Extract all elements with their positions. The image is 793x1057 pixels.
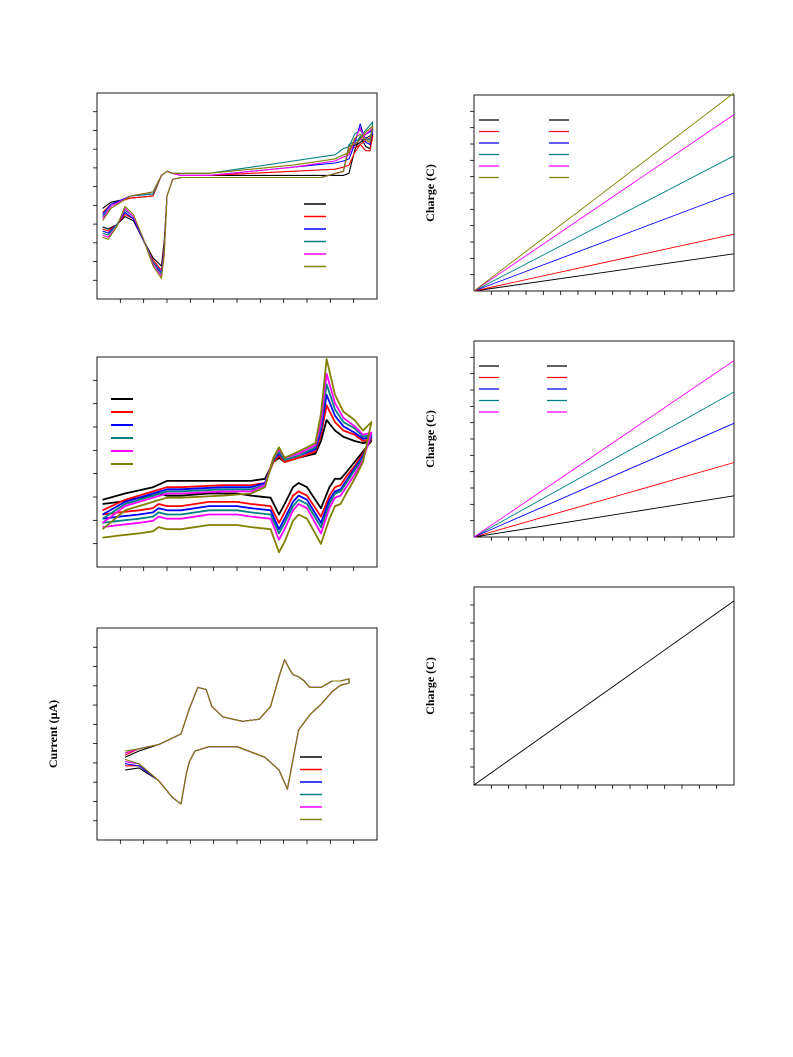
plot-frame (96, 627, 378, 841)
series-line-6 (473, 92, 735, 292)
series-line-4 (473, 155, 735, 292)
chart-panel-charge-bottom: Charge (C) (423, 586, 735, 789)
series-line-3 (473, 422, 735, 538)
plot-frame (473, 340, 735, 538)
y-axis-label: Charge (C) (423, 657, 437, 715)
series-line-2 (473, 233, 735, 292)
series-line-3 (102, 123, 374, 273)
series-line-5 (102, 127, 374, 277)
series-line-1 (473, 253, 735, 292)
series-line-5 (473, 114, 735, 292)
chart-panel-cv-bottom: Current (μA) (46, 627, 378, 844)
series-line-2 (102, 135, 374, 271)
series-line-1 (102, 419, 373, 516)
y-axis-label: Current (μA) (46, 700, 60, 768)
series-line-1 (102, 133, 374, 267)
plot-frame (96, 92, 378, 300)
series-line-4 (102, 121, 374, 275)
chart-panel-cv-top (93, 92, 378, 303)
series-line-4 (473, 391, 735, 538)
series-line-1 (473, 600, 735, 786)
chart-panel-charge-middle: Charge (C) (423, 340, 735, 541)
series-line-5 (473, 360, 735, 538)
series-line-3 (473, 192, 735, 292)
y-axis-label: Charge (C) (423, 410, 437, 468)
series-line-2 (473, 462, 735, 538)
series-line-6 (102, 358, 373, 554)
series-line-6 (102, 125, 374, 279)
y-axis-label: Charge (C) (423, 164, 437, 222)
chart-panel-cv-middle (93, 356, 378, 571)
plot-frame (473, 586, 735, 786)
plot-frame (96, 356, 378, 568)
series-line-1 (473, 495, 735, 538)
series-line-6 (124, 659, 350, 805)
chart-panel-charge-top: Charge (C) (423, 92, 735, 295)
